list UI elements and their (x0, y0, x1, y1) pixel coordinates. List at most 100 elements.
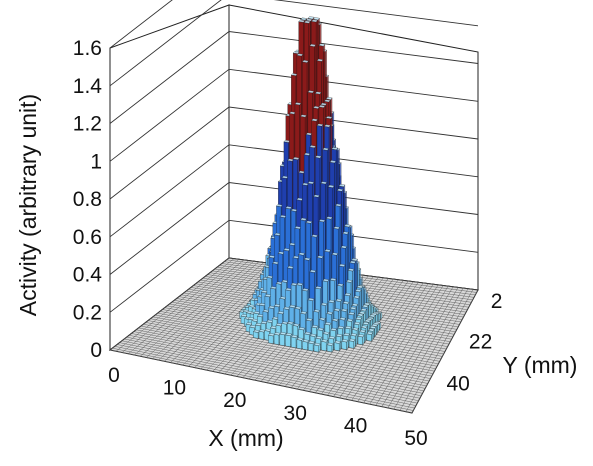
bar-top (369, 314, 376, 318)
bar-top (311, 118, 318, 122)
floor-gridline (375, 286, 449, 406)
bar-top (358, 311, 366, 315)
bar-top (320, 302, 328, 306)
bar-top (355, 289, 362, 293)
bar (258, 331, 264, 340)
bar-top (361, 325, 368, 329)
y-axis-title: Y (mm) (503, 352, 578, 378)
bar-top (343, 332, 350, 336)
z-gridline (109, 0, 479, 87)
bar-top (357, 313, 364, 317)
bar-top (305, 318, 313, 322)
bar-top (313, 17, 320, 21)
bar-top (279, 332, 287, 336)
bar-top (298, 19, 306, 23)
bar-top (315, 336, 323, 340)
bar-top (287, 321, 294, 325)
bar-top (294, 306, 302, 310)
bar-top (332, 318, 339, 322)
bar-top (334, 340, 341, 344)
bar-top (324, 99, 331, 103)
z-tick-label: 1.2 (73, 113, 102, 136)
bar-top (337, 325, 345, 329)
y-tick-label: 40 (446, 373, 469, 396)
bar-top (292, 156, 300, 160)
bar-top (296, 337, 304, 341)
bar-top (309, 269, 317, 273)
bar-top (324, 249, 331, 253)
bar-top (300, 217, 307, 221)
bar-top (302, 288, 309, 292)
chart-bars (239, 16, 383, 353)
z-axis-title: Activity (arbitrary unit) (15, 94, 41, 316)
bar (291, 336, 297, 349)
bar-top (317, 327, 324, 331)
bar-top (292, 323, 300, 327)
bar (321, 341, 327, 352)
bar-top (364, 319, 371, 323)
bar-top (337, 283, 344, 287)
bar-top (313, 342, 321, 346)
z-tick-label: 1.4 (73, 75, 103, 98)
bar-top (351, 258, 358, 262)
bar-top (294, 102, 302, 106)
bar (253, 331, 259, 339)
bar-top (304, 331, 311, 335)
bar-top (303, 257, 311, 261)
bar-top (325, 96, 333, 100)
floor-gridline (405, 289, 474, 412)
y-tick-label: 22 (469, 331, 492, 354)
bar-top (324, 124, 331, 128)
bar-top (303, 20, 311, 24)
bar-top (300, 17, 308, 21)
z-tick-label: 1 (90, 150, 102, 173)
bar-top (349, 260, 357, 264)
bar-top (281, 321, 289, 325)
bar-top (347, 268, 355, 272)
bar-top (362, 304, 369, 308)
x-tick-label: 30 (284, 402, 307, 425)
bar-top (288, 304, 296, 308)
bar-top (346, 279, 353, 283)
bar-top (311, 234, 319, 238)
bar-top (285, 206, 293, 210)
bar-top (359, 329, 366, 333)
bar (326, 344, 333, 353)
floor-gridline (363, 284, 439, 404)
bar-top (326, 311, 334, 315)
floor-gridline (381, 286, 454, 407)
bar-top (335, 333, 343, 337)
bar (302, 341, 308, 351)
bar-top (353, 295, 360, 299)
bar-top (311, 325, 319, 329)
bar (313, 344, 319, 353)
bar-top (348, 338, 356, 342)
bar-top (344, 292, 352, 296)
y-tick-label: 2 (491, 290, 503, 313)
bar-top (320, 102, 328, 106)
bar (334, 342, 340, 351)
bar-top (296, 282, 304, 286)
bar-top (307, 297, 315, 301)
z-tick-label: 0 (90, 339, 102, 362)
bar-top (362, 321, 370, 325)
bar-top (326, 216, 333, 220)
z-tick-label: 0.2 (73, 301, 102, 324)
bar-top (302, 59, 309, 63)
bar-top (341, 339, 349, 343)
bar-top (302, 339, 310, 343)
bar-top (309, 333, 317, 337)
bar-top (318, 219, 326, 223)
floor-gridline (345, 282, 424, 400)
bar-top (335, 203, 342, 207)
bar-top (305, 220, 313, 224)
bar (296, 339, 302, 350)
z-tick-label: 0.6 (73, 226, 102, 249)
bar-top (335, 298, 343, 302)
bar-top (333, 226, 340, 230)
bar-top (285, 332, 293, 336)
bar-top (328, 299, 335, 303)
x-tick-label: 20 (223, 389, 246, 412)
